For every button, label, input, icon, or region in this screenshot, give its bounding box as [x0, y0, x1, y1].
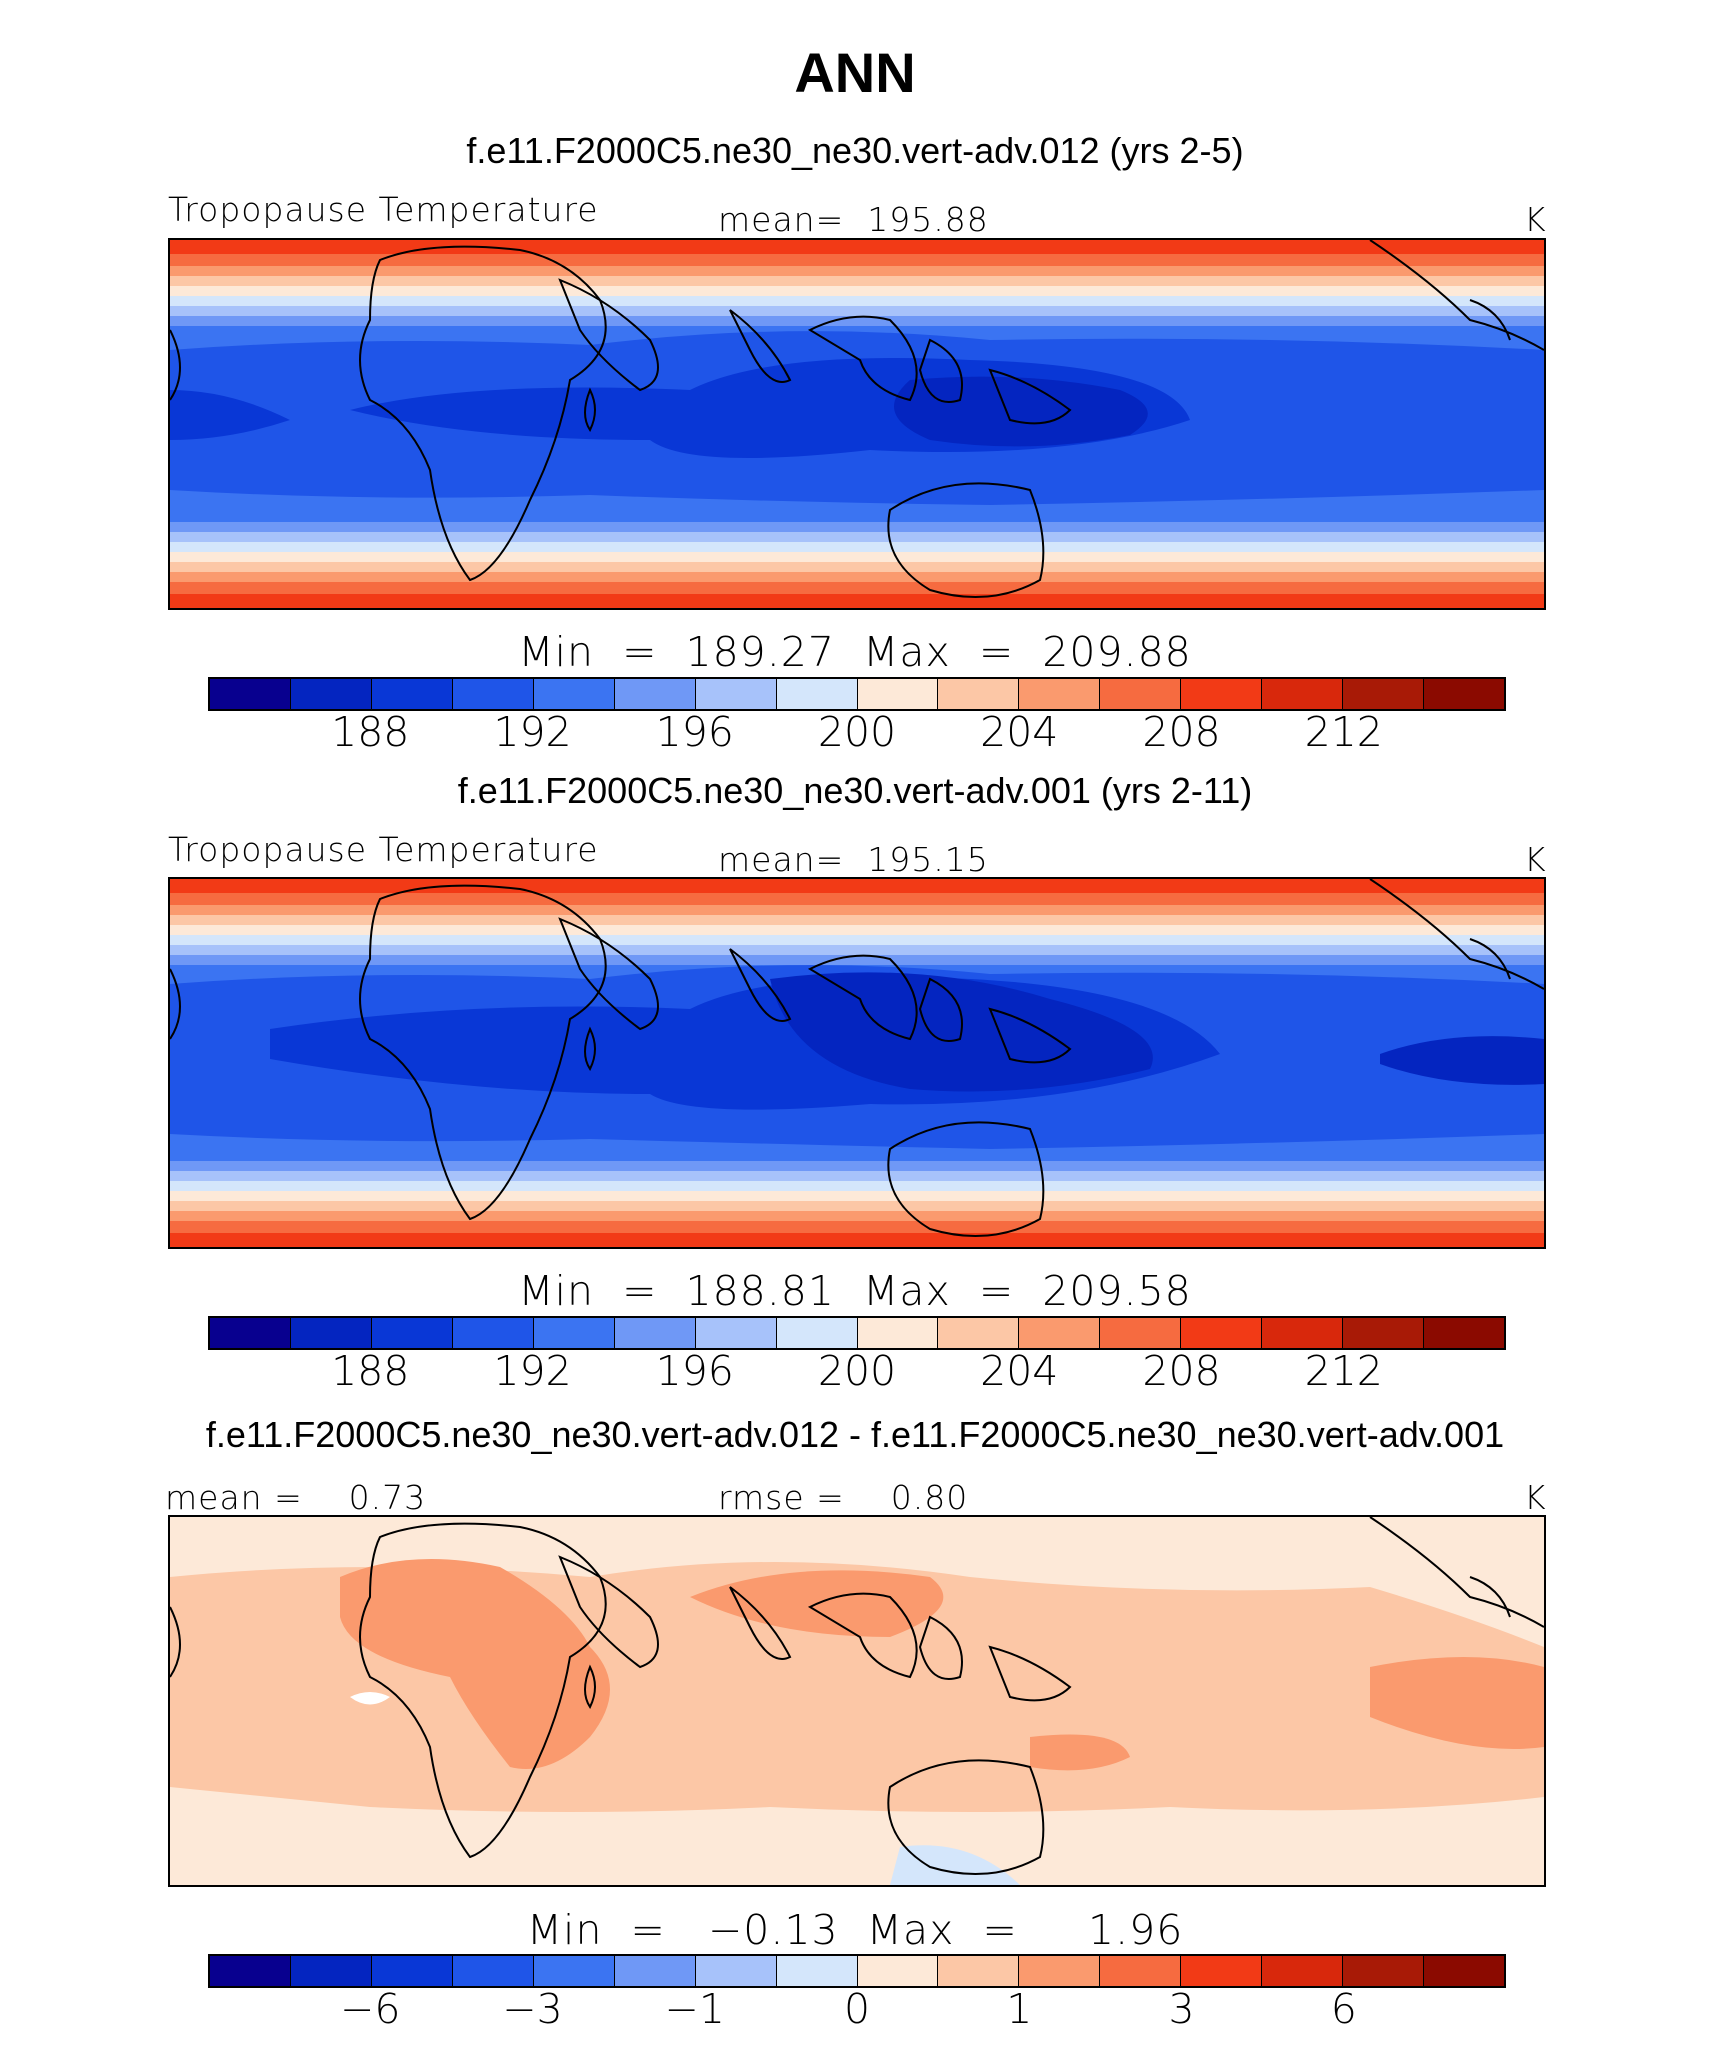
panel-2-map	[168, 877, 1546, 1249]
panel-1-colorbar	[208, 677, 1506, 711]
colorbar-swatch	[938, 679, 1020, 709]
colorbar-tick-label: −3	[502, 1985, 563, 2033]
colorbar-swatch	[290, 1956, 372, 1986]
colorbar-swatch	[1019, 1956, 1101, 1986]
colorbar-swatch	[857, 679, 939, 709]
colorbar-tick-label: 188	[331, 1347, 410, 1395]
colorbar-swatch	[210, 1956, 291, 1986]
colorbar-swatch	[1343, 1318, 1425, 1348]
colorbar-swatch	[614, 1318, 696, 1348]
colorbar-swatch	[533, 1956, 615, 1986]
colorbar-swatch	[290, 1318, 372, 1348]
colorbar-swatch	[1100, 679, 1182, 709]
colorbar-swatch	[371, 1318, 453, 1348]
colorbar-tick-label: 188	[331, 708, 410, 756]
figure-title: ANN	[794, 41, 916, 104]
panel-3-units-label: K	[1524, 1478, 1547, 1517]
colorbar-swatch	[210, 1318, 291, 1348]
panel-2-units-label: K	[1524, 840, 1547, 879]
colorbar-tick-label: 212	[1304, 708, 1383, 756]
panel-2-variable-label: Tropopause Temperature	[168, 830, 599, 869]
panel-2-colorbar	[208, 1316, 1506, 1350]
colorbar-tick-label: −1	[664, 1985, 725, 2033]
colorbar-swatch	[938, 1956, 1020, 1986]
panel-3-map	[168, 1515, 1546, 1887]
colorbar-tick-label: −6	[340, 1985, 401, 2033]
colorbar-swatch	[1181, 1956, 1263, 1986]
colorbar-swatch	[857, 1956, 939, 1986]
colorbar-tick-label: 208	[1142, 1347, 1221, 1395]
colorbar-swatch	[1019, 679, 1101, 709]
colorbar-swatch	[1100, 1318, 1182, 1348]
colorbar-swatch	[1262, 679, 1344, 709]
colorbar-tick-label: 196	[655, 1347, 734, 1395]
panel-1-mean-label: mean= 195.88	[718, 200, 989, 239]
colorbar-tick-label: 192	[493, 1347, 572, 1395]
colorbar-tick-label: 200	[817, 708, 897, 756]
colorbar-swatch	[695, 1318, 777, 1348]
colorbar-tick-label: 208	[1142, 708, 1221, 756]
panel-1-map-svg	[170, 240, 1544, 608]
colorbar-tick-label: 6	[1330, 1985, 1357, 2033]
panel-1-units-label: K	[1524, 200, 1547, 239]
colorbar-swatch	[776, 1956, 858, 1986]
colorbar-swatch	[695, 1956, 777, 1986]
colorbar-tick-label: 196	[655, 708, 734, 756]
colorbar-tick-label: 204	[980, 1347, 1059, 1395]
colorbar-swatch	[614, 1956, 696, 1986]
colorbar-tick-label: 200	[817, 1347, 897, 1395]
panel-1-stats: Min = 189.27 Max = 209.88	[518, 628, 1192, 676]
colorbar-swatch	[776, 1318, 858, 1348]
panel-3-case-title: f.e11.F2000C5.ne30_ne30.vert-adv.012 - f…	[205, 1414, 1505, 1455]
colorbar-swatch	[290, 679, 372, 709]
colorbar-tick-label: 3	[1168, 1985, 1195, 2033]
panel-1-case-title: f.e11.F2000C5.ne30_ne30.vert-adv.012 (yr…	[466, 130, 1244, 171]
colorbar-swatch	[452, 679, 534, 709]
panel-1-variable-label: Tropopause Temperature	[168, 190, 599, 229]
colorbar-tick-label: 1	[1006, 1985, 1033, 2033]
colorbar-swatch	[1343, 679, 1425, 709]
panel-2-stats: Min = 188.81 Max = 209.58	[518, 1267, 1192, 1315]
panel-2-colorbar-ticks: 188 192 196 200 204 208 212	[0, 1347, 1710, 1397]
colorbar-swatch	[857, 1318, 939, 1348]
colorbar-swatch	[1262, 1956, 1344, 1986]
colorbar-swatch	[695, 679, 777, 709]
panel-3-mean-label: mean = 0.73	[165, 1478, 427, 1517]
colorbar-swatch	[614, 679, 696, 709]
colorbar-swatch	[533, 1318, 615, 1348]
colorbar-swatch	[1100, 1956, 1182, 1986]
colorbar-tick-label: 204	[980, 708, 1059, 756]
panel-2-map-svg	[170, 879, 1544, 1247]
colorbar-swatch	[452, 1318, 534, 1348]
panel-2-mean-label: mean= 195.15	[718, 840, 989, 879]
colorbar-tick-label: 0	[843, 1985, 871, 2033]
panel-3-rmse-label: rmse = 0.80	[718, 1478, 969, 1517]
panel-3-map-svg	[170, 1517, 1544, 1885]
colorbar-swatch	[776, 679, 858, 709]
panel-2-case-title: f.e11.F2000C5.ne30_ne30.vert-adv.001 (yr…	[457, 770, 1253, 811]
colorbar-swatch	[1424, 679, 1504, 709]
colorbar-swatch	[1424, 1956, 1504, 1986]
colorbar-tick-label: 212	[1304, 1347, 1383, 1395]
panel-1-colorbar-ticks: 188 192 196 200 204 208 212	[0, 708, 1710, 758]
colorbar-swatch	[1343, 1956, 1425, 1986]
colorbar-swatch	[1181, 679, 1263, 709]
colorbar-swatch	[371, 679, 453, 709]
colorbar-swatch	[1019, 1318, 1101, 1348]
colorbar-swatch	[533, 679, 615, 709]
colorbar-swatch	[210, 679, 291, 709]
colorbar-swatch	[452, 1956, 534, 1986]
colorbar-swatch	[1424, 1318, 1504, 1348]
colorbar-swatch	[371, 1956, 453, 1986]
colorbar-swatch	[1262, 1318, 1344, 1348]
colorbar-tick-label: 192	[493, 708, 572, 756]
panel-3-colorbar-ticks: −6 −3 −1 0 1 3 6	[0, 1985, 1710, 2035]
panel-1-map	[168, 238, 1546, 610]
panel-3-colorbar	[208, 1954, 1506, 1988]
colorbar-swatch	[1181, 1318, 1263, 1348]
panel-3-stats: Min = −0.13 Max = 1.96	[526, 1906, 1184, 1954]
colorbar-swatch	[938, 1318, 1020, 1348]
